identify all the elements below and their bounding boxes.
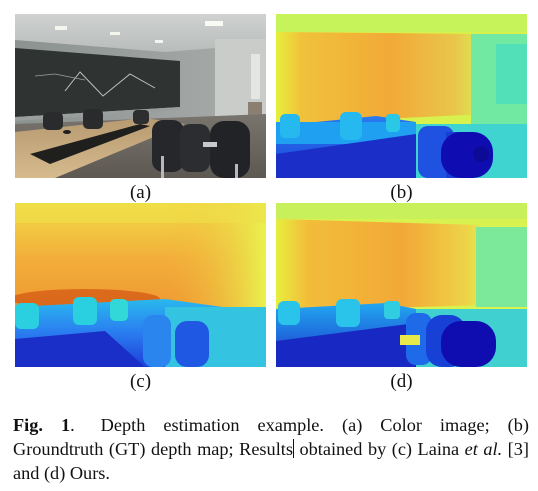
text-cursor	[292, 439, 294, 458]
color-image-panel	[15, 14, 266, 178]
laina-depth-map	[15, 203, 266, 367]
caption-et-al: et al.	[464, 439, 503, 459]
figure-label-period: .	[70, 415, 75, 435]
figure-caption: Fig. 1. Depth estimation example. (a) Col…	[13, 413, 529, 485]
subfigure-label-c: (c)	[129, 371, 152, 392]
ours-depth-map	[276, 203, 527, 367]
conference-room-photo	[15, 14, 266, 178]
caption-panels-text: (a) Color image; (b) Groundtruth (GT) de…	[13, 415, 529, 459]
laina-depth-panel	[15, 203, 266, 367]
subfigure-label-d: (d)	[390, 371, 413, 392]
groundtruth-depth-panel	[276, 14, 527, 178]
subfigure-label-a: (a)	[129, 182, 152, 203]
caption-ending: [3] and (d) Ours.	[13, 439, 529, 483]
caption-results-text: obtained by (c) Laina	[299, 439, 465, 459]
ours-depth-panel	[276, 203, 527, 367]
figure-label: Fig. 1	[13, 415, 71, 435]
subfigure-label-b: (b)	[390, 182, 413, 203]
caption-summary: Depth estimation example.	[100, 415, 324, 435]
groundtruth-depth-map	[276, 14, 527, 178]
